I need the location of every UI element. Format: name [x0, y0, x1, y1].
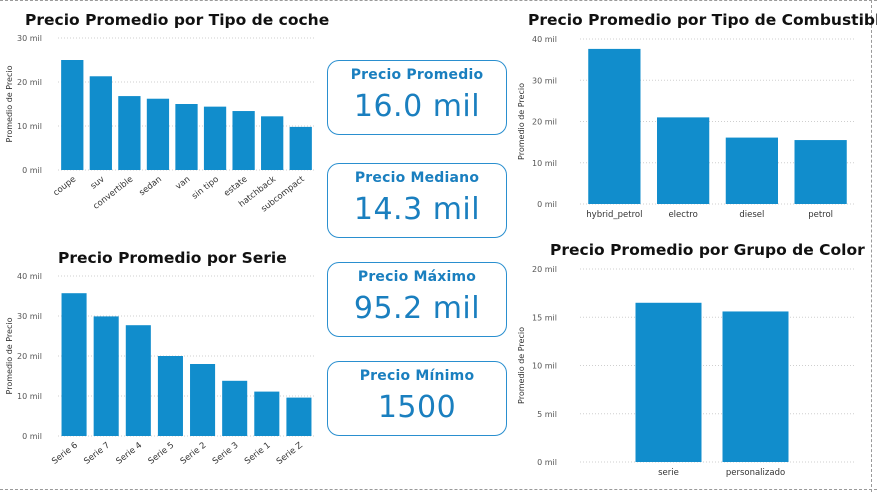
- x-tick-label: Serie Z: [275, 440, 305, 467]
- y-tick-label: 15 mil: [532, 313, 557, 322]
- chart-title: Precio Promedio por Tipo de Combustible: [528, 11, 877, 29]
- kpi-value-mediano: 14.3 mil: [353, 192, 481, 227]
- bar-hybrid-petrol: [588, 48, 641, 205]
- kpi-card-maximo[interactable]: Precio Máximo 95.2 mil: [327, 262, 507, 337]
- chart-title: Precio Promedio por Grupo de Color: [550, 241, 865, 259]
- bar-serie-5: [157, 356, 183, 436]
- frame-right-border: [871, 0, 872, 492]
- x-tick-label: sin tipo: [190, 174, 221, 201]
- x-tick-label: Serie 5: [147, 440, 177, 466]
- bar-serie-7: [93, 316, 119, 436]
- kpi-value-minimo: 1500: [377, 390, 457, 425]
- bar-serie-6: [61, 293, 87, 436]
- y-tick-label: 0 mil: [22, 166, 42, 175]
- bar-electro: [657, 117, 710, 204]
- x-tick-label: hybrid_petrol: [586, 210, 642, 220]
- y-axis-label: Promedio de Precio: [5, 65, 14, 142]
- kpi-label-mediano: Precio Mediano: [354, 170, 480, 186]
- bar-van: [175, 104, 198, 170]
- y-tick-label: 40 mil: [532, 35, 557, 44]
- chart-color-svg: Precio Promedio por Grupo de Color 0 mil 5…: [517, 241, 865, 478]
- y-tick-label: 0 mil: [537, 200, 557, 209]
- bar-subcompact: [289, 126, 312, 170]
- y-tick-label: 20 mil: [532, 265, 557, 274]
- y-tick-label: 30 mil: [17, 34, 42, 43]
- chart-serie-svg: Precio Promedio por Serie 0 mil 10 mil 20 m…: [5, 249, 315, 467]
- bar-petrol: [794, 140, 847, 204]
- bar-serie-3: [222, 380, 248, 436]
- x-tick-label: Serie 7: [82, 440, 112, 466]
- bar-serie: [635, 302, 702, 462]
- chart-tipo-coche[interactable]: Precio Promedio por Tipo de coche 0 mil 10…: [0, 0, 329, 242]
- kpi-label-maximo: Precio Máximo: [357, 269, 477, 285]
- chart-color[interactable]: Precio Promedio por Grupo de Color 0 mil 5…: [510, 232, 872, 490]
- kpi-value-maximo: 95.2 mil: [353, 291, 481, 326]
- y-tick-label: 10 mil: [532, 159, 557, 168]
- bar-serie-z: [286, 397, 312, 436]
- x-tick-label: Serie 6: [50, 440, 80, 466]
- bar-diesel: [725, 137, 778, 204]
- chart-combustible[interactable]: Precio Promedio por Tipo de Combustible 0…: [510, 0, 877, 232]
- y-tick-label: 40 mil: [17, 272, 42, 281]
- y-tick-label: 20 mil: [17, 352, 42, 361]
- y-tick-label: 10 mil: [17, 392, 42, 401]
- x-tick-label: serie: [658, 468, 679, 478]
- bar-hatchback: [261, 116, 284, 170]
- kpi-label-promedio: Precio Promedio: [350, 67, 484, 83]
- kpi-card-promedio[interactable]: Precio Promedio 16.0 mil: [327, 60, 507, 135]
- kpi-label-minimo: Precio Mínimo: [359, 368, 475, 384]
- kpi-value-promedio: 16.0 mil: [353, 89, 481, 124]
- bar-serie-1: [254, 391, 280, 436]
- bar-sin-tipo: [203, 106, 227, 170]
- bar-serie-4: [125, 325, 151, 436]
- y-axis-label: Promedio de Precio: [517, 327, 526, 404]
- y-tick-label: 30 mil: [17, 312, 42, 321]
- kpi-card-minimo[interactable]: Precio Mínimo 1500: [327, 361, 507, 436]
- y-axis-label: Promedio de Precio: [517, 83, 526, 160]
- y-tick-label: 20 mil: [532, 118, 557, 127]
- chart-title: Precio Promedio por Tipo de coche: [25, 11, 329, 29]
- x-tick-label: Serie 1: [243, 440, 273, 466]
- y-tick-label: 0 mil: [537, 458, 557, 467]
- kpi-card-mediano[interactable]: Precio Mediano 14.3 mil: [327, 163, 507, 238]
- chart-tipo-coche-svg: Precio Promedio por Tipo de coche 0 mil 10…: [5, 11, 329, 214]
- chart-title: Precio Promedio por Serie: [58, 249, 287, 267]
- x-tick-label: coupe: [52, 174, 79, 198]
- x-tick-label: Serie 4: [114, 440, 144, 466]
- bar-convertible: [118, 96, 141, 170]
- bar-sedan: [146, 98, 170, 170]
- x-tick-label: Serie 3: [211, 440, 241, 466]
- y-tick-label: 5 mil: [537, 410, 557, 419]
- x-tick-label: van: [174, 174, 192, 192]
- chart-serie[interactable]: Precio Promedio por Serie 0 mil 10 mil 20 m…: [0, 242, 322, 490]
- x-tick-label: Serie 2: [179, 440, 209, 466]
- x-tick-label: diesel: [739, 210, 764, 220]
- x-tick-label: petrol: [808, 210, 833, 220]
- x-tick-label: electro: [668, 210, 697, 220]
- frame-top-border: [0, 0, 877, 1]
- bar-coupe: [61, 60, 84, 170]
- y-tick-label: 20 mil: [17, 78, 42, 87]
- bar-serie-2: [190, 364, 216, 436]
- bar-personalizado: [722, 311, 789, 462]
- y-tick-label: 10 mil: [532, 362, 557, 371]
- frame-bottom-border: [0, 489, 877, 490]
- bar-suv: [89, 76, 112, 170]
- y-tick-label: 0 mil: [22, 432, 42, 441]
- chart-combustible-svg: Precio Promedio por Tipo de Combustible 0…: [517, 11, 877, 220]
- x-tick-label: sedan: [137, 174, 163, 198]
- bar-estate: [232, 111, 255, 170]
- y-tick-label: 10 mil: [17, 122, 42, 131]
- y-tick-label: 30 mil: [532, 76, 557, 85]
- y-axis-label: Promedio de Precio: [5, 317, 14, 394]
- x-tick-label: suv: [89, 174, 107, 191]
- x-tick-label: personalizado: [726, 468, 785, 478]
